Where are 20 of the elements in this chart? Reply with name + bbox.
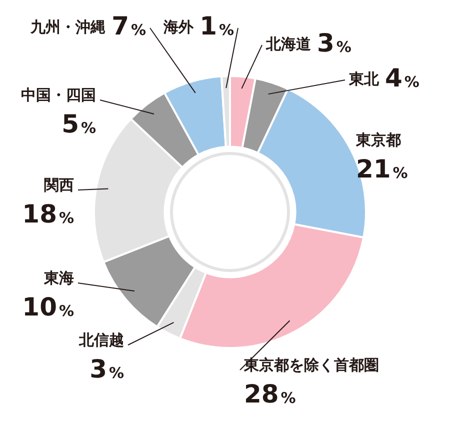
slice-label: 北信越 bbox=[78, 330, 124, 349]
slice-label: 海外 bbox=[162, 18, 195, 36]
data-label: 18% bbox=[22, 200, 74, 228]
data-label: 3% bbox=[317, 28, 352, 58]
data-label: 1% bbox=[200, 12, 234, 40]
slice-label: 北海道 bbox=[265, 34, 312, 53]
slice-label: 東海 bbox=[43, 268, 74, 287]
data-label: 4% bbox=[385, 64, 420, 92]
data-label: 28% bbox=[244, 380, 296, 408]
slice-label: 東京都を除く首都圏 bbox=[243, 356, 379, 374]
slice-label: 東北 bbox=[348, 70, 380, 88]
data-label: 10% bbox=[22, 292, 74, 322]
slice-label: 関西 bbox=[44, 176, 74, 194]
slice-label: 中国・四国 bbox=[21, 86, 96, 104]
data-label: 3% bbox=[90, 354, 124, 384]
data-label: 21% bbox=[356, 154, 408, 184]
data-label: 7% bbox=[112, 12, 146, 40]
slice-label: 東京都 bbox=[355, 130, 401, 149]
slice-label: 九州・沖縄 bbox=[30, 18, 106, 36]
data-label: 5% bbox=[62, 110, 96, 138]
